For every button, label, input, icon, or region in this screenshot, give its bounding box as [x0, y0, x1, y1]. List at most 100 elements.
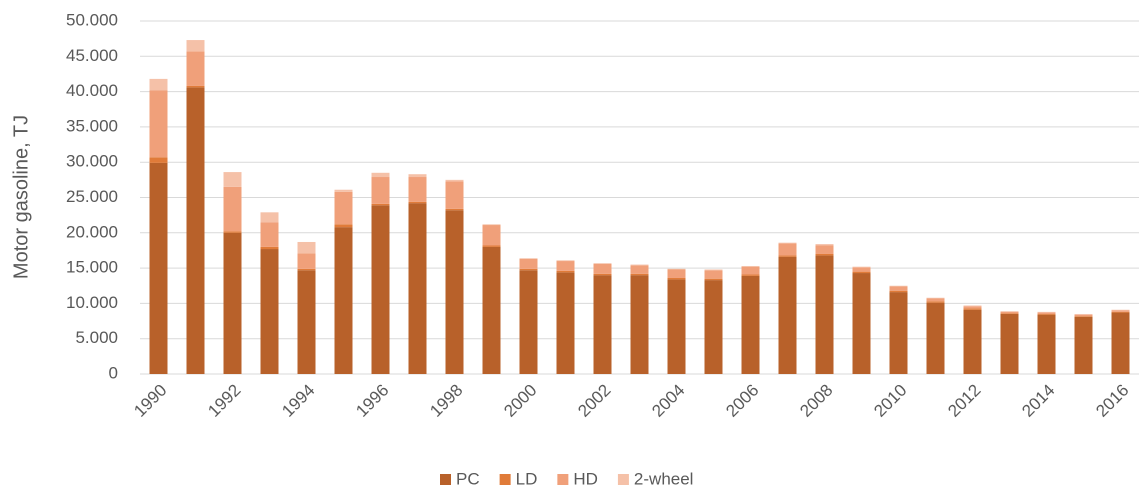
bar-segment: [1037, 314, 1056, 374]
bar-segment: [408, 203, 427, 374]
bar-segment: [815, 244, 834, 246]
y-tick-label: 40.000: [66, 81, 118, 100]
bar-segment: [408, 177, 427, 202]
bar-segment: [1037, 312, 1056, 314]
y-tick-label: 0: [109, 363, 118, 382]
bar-segment: [556, 260, 575, 262]
bar-segment: [297, 270, 316, 374]
bar-segment: [1074, 316, 1093, 317]
legend-label: HD: [573, 469, 598, 488]
bar-segment: [889, 292, 908, 374]
bar-segment: [889, 286, 908, 291]
bar-segment: [667, 268, 686, 270]
bar-segment: [815, 245, 834, 254]
x-tick-label: 1992: [204, 381, 244, 421]
bar-segment: [852, 266, 871, 268]
bar-segment: [556, 261, 575, 271]
bar-segment: [519, 258, 538, 269]
bar-segment: [1037, 313, 1056, 315]
bar-segment: [630, 275, 649, 374]
bar-segment: [371, 205, 390, 374]
legend-label: LD: [516, 469, 538, 488]
x-tick-label: 2006: [722, 381, 762, 421]
y-tick-label: 30.000: [66, 152, 118, 171]
bar-segment: [445, 210, 464, 374]
x-tick-label: 2000: [500, 381, 540, 421]
y-tick-label: 5.000: [75, 328, 118, 347]
bar-segment: [778, 255, 797, 257]
y-tick-label: 45.000: [66, 46, 118, 65]
bar-segment: [371, 177, 390, 204]
bar-segment: [371, 172, 390, 178]
bar-segment: [445, 179, 464, 182]
bar-segment: [371, 203, 390, 206]
x-tick-label: 2008: [796, 381, 836, 421]
bar-segment: [445, 208, 464, 211]
bar-segment: [1111, 311, 1130, 313]
bar-segment: [1111, 309, 1130, 311]
bar-segment: [186, 87, 205, 374]
bar-segment: [519, 270, 538, 374]
bar-segment: [963, 309, 982, 374]
bar-segment: [334, 191, 353, 225]
legend-swatch: [557, 474, 569, 485]
bar-segment: [741, 275, 760, 374]
bar-segment: [593, 263, 612, 274]
bar-segment: [1111, 312, 1130, 374]
bar-segment: [630, 264, 649, 266]
bar-segment: [186, 85, 205, 88]
bar-segment: [741, 266, 760, 275]
bar-segment: [186, 40, 205, 52]
x-tick-label: 1990: [130, 381, 170, 421]
bar-segment: [260, 249, 279, 374]
bar-segment: [149, 78, 168, 91]
bar-segment: [963, 308, 982, 310]
bar-segment: [149, 162, 168, 374]
bar-segment: [223, 172, 242, 187]
bar-segment: [260, 212, 279, 223]
bar-segment: [889, 290, 908, 293]
bar-segment: [593, 263, 612, 264]
bar-segment: [778, 242, 797, 244]
y-tick-label: 15.000: [66, 258, 118, 277]
bar-segment: [778, 243, 797, 256]
bar-segment: [334, 189, 353, 192]
bar-segment: [741, 265, 760, 267]
bar-segment: [963, 306, 982, 309]
bar-segment: [482, 245, 501, 247]
x-tick-label: 2004: [648, 381, 688, 421]
bar-segment: [667, 269, 686, 278]
x-tick-label: 2016: [1092, 381, 1132, 421]
bar-segment: [482, 246, 501, 374]
bar-segment: [1037, 311, 1056, 313]
bar-segment: [926, 297, 945, 299]
y-tick-label: 10.000: [66, 293, 118, 312]
x-tick-label: 2010: [870, 381, 910, 421]
x-tick-label: 2014: [1018, 381, 1058, 421]
bar-segment: [1000, 313, 1019, 374]
bar-segment: [186, 51, 205, 86]
legend-swatch: [440, 474, 451, 485]
bar-segment: [1074, 314, 1093, 317]
bar-segment: [593, 273, 612, 276]
bar-segment: [149, 157, 168, 163]
x-tick-label: 2002: [574, 381, 614, 421]
legend-swatch: [499, 474, 511, 485]
bar-segment: [1000, 311, 1019, 312]
bar-segment: [852, 273, 871, 374]
bar-segment: [852, 271, 871, 274]
bar-segment: [815, 255, 834, 374]
bar-segment: [926, 298, 945, 302]
bar-segment: [556, 272, 575, 374]
bar-segment: [223, 232, 242, 374]
bar-segment: [704, 278, 723, 281]
y-tick-label: 25.000: [66, 187, 118, 206]
x-tick-label: 1998: [426, 381, 466, 421]
bar-segment: [852, 267, 871, 272]
bar-segment: [149, 90, 168, 158]
bar-segment: [482, 225, 501, 246]
bar-segment: [223, 231, 242, 233]
bar-segment: [926, 301, 945, 303]
bar-segment: [519, 258, 538, 259]
